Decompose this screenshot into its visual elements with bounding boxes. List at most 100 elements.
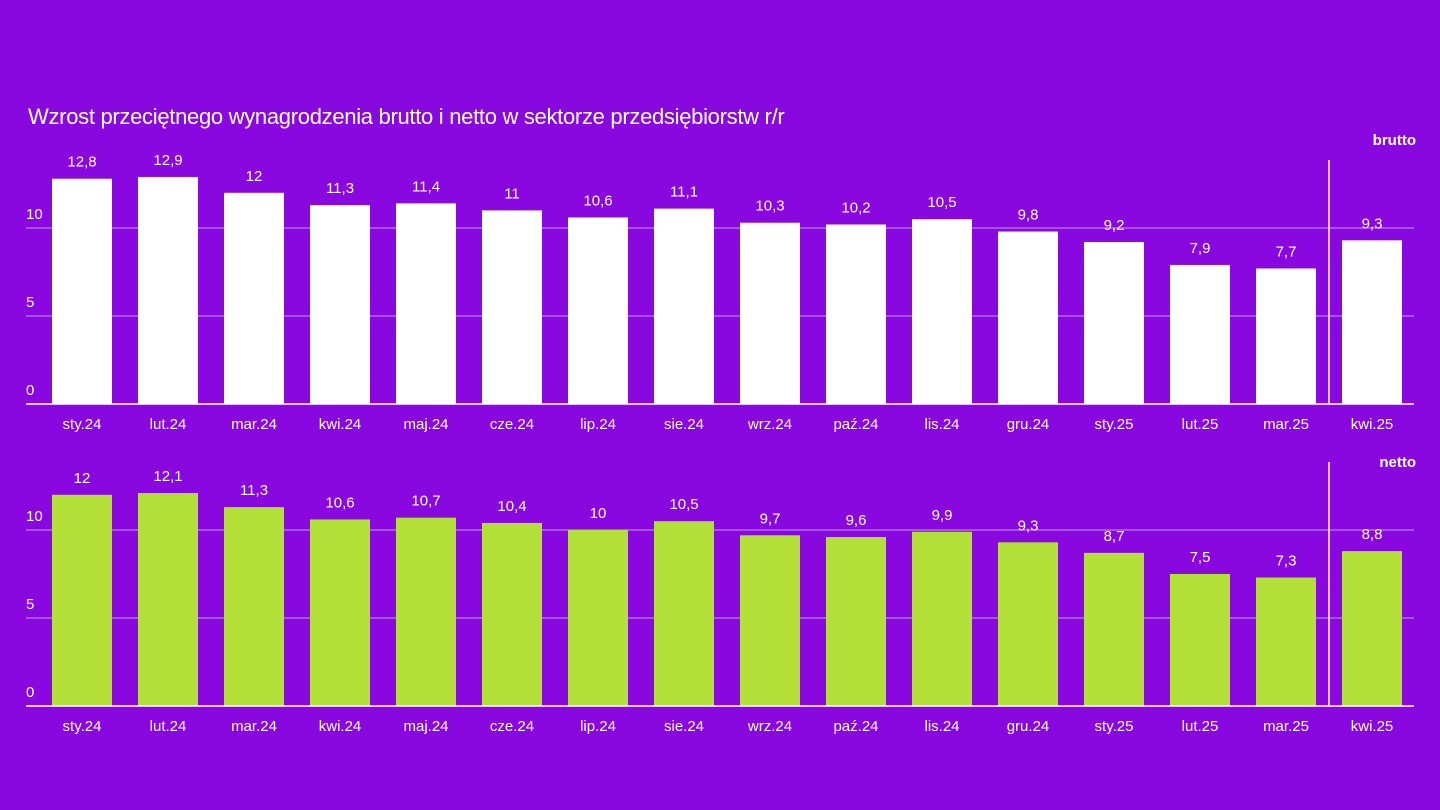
brutto-value-label: 11,4 [412, 178, 440, 195]
netto-bar-sie.24 [654, 521, 714, 706]
netto-xtick-label: lut.25 [1182, 718, 1219, 735]
brutto-value-label: 11,1 [670, 184, 698, 201]
brutto-bar-maj.24 [396, 203, 456, 404]
netto-bar-kwi.24 [310, 519, 370, 706]
netto-xtick-label: lis.24 [924, 718, 959, 735]
netto-bar-maj.24 [396, 517, 456, 706]
brutto-ytick-label: 5 [26, 294, 34, 311]
brutto-xtick-label: mar.24 [231, 416, 277, 433]
netto-xtick-label: wrz.24 [747, 718, 792, 735]
netto-value-label: 10,6 [325, 494, 354, 511]
netto-ytick-label: 5 [26, 596, 34, 613]
brutto-xtick-label: sty.25 [1095, 416, 1134, 433]
netto-xtick-label: gru.24 [1007, 718, 1050, 735]
netto-xtick-label: lut.24 [150, 718, 187, 735]
brutto-value-label: 10,3 [755, 198, 784, 215]
brutto-ytick-label: 0 [26, 382, 34, 399]
netto-xtick-label: mar.25 [1263, 718, 1309, 735]
brutto-bar-kwi.24 [310, 205, 370, 404]
netto-xtick-label: mar.24 [231, 718, 277, 735]
netto-value-label: 7,3 [1276, 553, 1297, 570]
brutto-bar-sty.25 [1084, 242, 1144, 404]
brutto-bar-gru.24 [998, 231, 1058, 404]
brutto-bar-paź.24 [826, 224, 886, 404]
brutto-bar-wrz.24 [740, 222, 800, 404]
brutto-ytick-label: 10 [26, 206, 43, 223]
brutto-value-label: 9,2 [1104, 217, 1125, 234]
brutto-series-label: brutto [1373, 132, 1416, 149]
netto-value-label: 9,6 [846, 512, 867, 529]
brutto-xtick-label: wrz.24 [747, 416, 792, 433]
brutto-bar-lut.24 [138, 176, 198, 404]
brutto-bar-sie.24 [654, 208, 714, 404]
netto-bar-paź.24 [826, 537, 886, 706]
brutto-xtick-label: gru.24 [1007, 416, 1050, 433]
netto-bar-mar.25 [1256, 577, 1316, 706]
brutto-bar-kwi.25 [1342, 240, 1402, 404]
netto-xtick-label: sty.24 [63, 718, 102, 735]
brutto-xtick-label: lut.25 [1182, 416, 1219, 433]
netto-bar-cze.24 [482, 522, 542, 706]
netto-value-label: 8,8 [1362, 526, 1383, 543]
netto-xtick-label: paź.24 [833, 718, 878, 735]
brutto-value-label: 10,2 [841, 199, 870, 216]
netto-bar-sty.25 [1084, 552, 1144, 706]
netto-xtick-label: lip.24 [580, 718, 616, 735]
chart-title: Wzrost przeciętnego wynagrodzenia brutto… [28, 104, 785, 129]
brutto-xtick-label: kwi.24 [319, 416, 362, 433]
netto-bar-mar.24 [224, 507, 284, 706]
brutto-bar-lut.25 [1170, 264, 1230, 404]
netto-value-label: 11,3 [240, 482, 268, 499]
brutto-bar-mar.25 [1256, 268, 1316, 404]
netto-series-label: netto [1379, 454, 1416, 471]
brutto-bar-mar.24 [224, 192, 284, 404]
brutto-xtick-label: cze.24 [490, 416, 534, 433]
brutto-bar-lis.24 [912, 219, 972, 404]
brutto-value-label: 7,9 [1190, 240, 1211, 257]
brutto-xtick-label: kwi.25 [1351, 416, 1394, 433]
brutto-xtick-label: sie.24 [664, 416, 704, 433]
brutto-value-label: 10,5 [927, 194, 956, 211]
brutto-value-label: 12,9 [153, 152, 182, 169]
netto-value-label: 8,7 [1104, 528, 1125, 545]
netto-xtick-label: kwi.24 [319, 718, 362, 735]
netto-xtick-label: cze.24 [490, 718, 534, 735]
brutto-bar-cze.24 [482, 210, 542, 404]
netto-value-label: 9,9 [932, 507, 953, 524]
brutto-xtick-label: sty.24 [63, 416, 102, 433]
netto-value-label: 7,5 [1190, 549, 1211, 566]
brutto-value-label: 7,7 [1276, 243, 1297, 260]
netto-bar-lip.24 [568, 530, 628, 706]
brutto-bar-sty.24 [52, 178, 112, 404]
brutto-value-label: 9,8 [1018, 207, 1039, 224]
netto-bar-kwi.25 [1342, 551, 1402, 706]
netto-bar-lis.24 [912, 531, 972, 706]
brutto-xtick-label: maj.24 [403, 416, 448, 433]
brutto-value-label: 11 [504, 185, 520, 202]
brutto-value-label: 9,3 [1362, 215, 1383, 232]
netto-value-label: 12 [74, 470, 91, 487]
netto-bar-gru.24 [998, 542, 1058, 706]
netto-value-label: 12,1 [153, 468, 182, 485]
netto-value-label: 10,5 [669, 496, 698, 513]
brutto-xtick-label: paź.24 [833, 416, 878, 433]
netto-value-label: 9,3 [1018, 517, 1039, 534]
netto-ytick-label: 10 [26, 508, 43, 525]
brutto-value-label: 11,3 [326, 180, 354, 197]
brutto-xtick-label: lip.24 [580, 416, 616, 433]
netto-ytick-label: 0 [26, 684, 34, 701]
netto-value-label: 10 [590, 505, 607, 522]
brutto-xtick-label: mar.25 [1263, 416, 1309, 433]
netto-xtick-label: maj.24 [403, 718, 448, 735]
brutto-value-label: 12,8 [67, 154, 96, 171]
netto-value-label: 10,7 [411, 493, 440, 510]
netto-xtick-label: sty.25 [1095, 718, 1134, 735]
netto-value-label: 9,7 [760, 510, 781, 527]
brutto-value-label: 10,6 [583, 192, 612, 209]
brutto-bar-lip.24 [568, 217, 628, 404]
netto-bar-wrz.24 [740, 535, 800, 706]
netto-xtick-label: kwi.25 [1351, 718, 1394, 735]
netto-value-label: 10,4 [497, 498, 526, 515]
brutto-xtick-label: lis.24 [924, 416, 959, 433]
